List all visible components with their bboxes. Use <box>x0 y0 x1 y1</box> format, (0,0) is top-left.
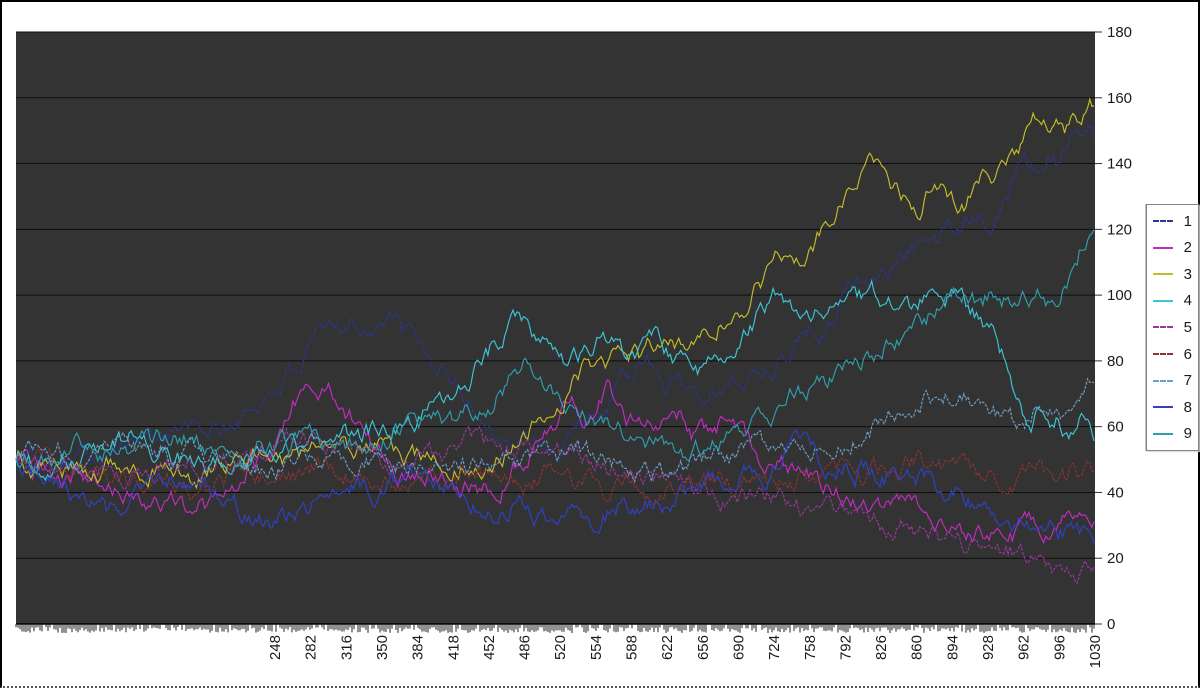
x-axis-label: 452 <box>481 635 498 660</box>
y-axis-label: 40 <box>1107 484 1124 501</box>
x-axis-label: 860 <box>909 635 926 660</box>
x-axis-label: 316 <box>338 635 355 660</box>
y-axis-label: 60 <box>1107 419 1124 436</box>
legend-swatch-5 <box>1153 326 1173 329</box>
series-line-9 <box>15 229 1095 474</box>
legend-label: 7 <box>1183 372 1192 390</box>
x-axis-label: 350 <box>374 635 391 660</box>
series-line-4 <box>15 278 1095 482</box>
x-axis-label: 418 <box>445 635 462 660</box>
plot-area[interactable] <box>16 32 1095 624</box>
legend-label: 6 <box>1183 345 1192 363</box>
x-axis-label: 520 <box>552 635 569 660</box>
legend-item-1[interactable]: 1 <box>1153 208 1194 234</box>
series-line-2 <box>15 378 1095 545</box>
legend-label: 8 <box>1183 398 1192 416</box>
x-axis-label: 588 <box>624 635 641 660</box>
x-axis-label: 622 <box>659 635 676 660</box>
y-axis-label: 0 <box>1107 616 1115 633</box>
legend-label: 4 <box>1183 292 1192 310</box>
y-axis-label: 140 <box>1107 156 1132 173</box>
legend-item-3[interactable]: 3 <box>1153 261 1194 287</box>
legend-swatch-1 <box>1153 220 1173 223</box>
series-line-7 <box>15 377 1095 484</box>
legend-item-5[interactable]: 5 <box>1153 314 1194 340</box>
x-axis-label: 656 <box>695 635 712 660</box>
legend-swatch-7 <box>1153 379 1173 382</box>
legend-label: 5 <box>1183 318 1192 336</box>
x-axis-label: 724 <box>766 635 783 660</box>
legend-item-8[interactable]: 8 <box>1153 394 1194 420</box>
legend-item-2[interactable]: 2 <box>1153 235 1194 261</box>
legend-item-6[interactable]: 6 <box>1153 341 1194 367</box>
series-line-3 <box>15 97 1095 490</box>
legend[interactable]: 1 2 3 4 5 6 7 8 9 <box>1146 204 1199 451</box>
y-axis-label: 80 <box>1107 353 1124 370</box>
legend-swatch-8 <box>1153 406 1173 409</box>
x-axis-label: 894 <box>944 635 961 660</box>
legend-label: 1 <box>1183 212 1192 230</box>
x-axis-label: 690 <box>730 635 747 660</box>
x-axis-label: 282 <box>303 635 320 660</box>
legend-swatch-9 <box>1153 432 1173 435</box>
x-axis-label: 928 <box>980 635 997 660</box>
legend-item-7[interactable]: 7 <box>1153 368 1194 394</box>
legend-swatch-2 <box>1153 246 1173 249</box>
x-axis-label: 826 <box>873 635 890 660</box>
series-line-6 <box>15 446 1095 506</box>
x-axis-label: 384 <box>410 635 427 660</box>
legend-item-9[interactable]: 9 <box>1153 421 1194 447</box>
y-axis-label: 180 <box>1107 24 1132 41</box>
series-line-5 <box>15 425 1095 585</box>
legend-swatch-6 <box>1153 353 1173 355</box>
x-axis-label: 792 <box>837 635 854 660</box>
x-axis-label: 996 <box>1051 635 1068 660</box>
y-axis-label: 100 <box>1107 287 1132 304</box>
legend-label: 9 <box>1183 425 1192 443</box>
x-axis-label: 248 <box>267 635 284 660</box>
legend-label: 3 <box>1183 265 1192 283</box>
x-axis-label: 554 <box>588 635 605 660</box>
x-axis-label: 486 <box>517 635 534 660</box>
y-axis-label: 120 <box>1107 221 1132 238</box>
legend-swatch-3 <box>1153 273 1173 276</box>
legend-swatch-4 <box>1153 299 1173 302</box>
y-axis-label: 160 <box>1107 90 1132 107</box>
legend-item-4[interactable]: 4 <box>1153 288 1194 314</box>
legend-label: 2 <box>1183 239 1192 257</box>
series-line-8 <box>15 428 1095 544</box>
y-axis-label: 20 <box>1107 550 1124 567</box>
x-axis-label: 1030 <box>1087 635 1104 668</box>
x-axis-label: 758 <box>802 635 819 660</box>
x-axis-label: 962 <box>1016 635 1033 660</box>
